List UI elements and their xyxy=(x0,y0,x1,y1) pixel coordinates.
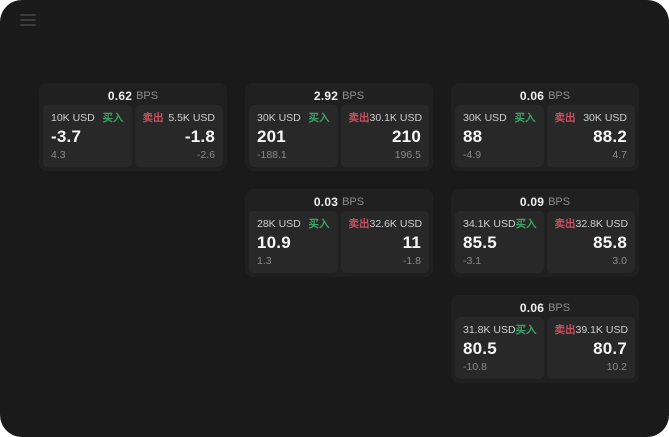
sell-change: 196.5 xyxy=(394,149,421,161)
sell-amount: 39.1K USD xyxy=(575,324,629,336)
buy-amount: 30K USD xyxy=(257,112,301,124)
sell-label: 卖出 xyxy=(348,112,370,124)
panels: 10K USD 买入 -3.7 4.3 卖出 5.5K USD -1.8 -2.… xyxy=(43,105,223,167)
menu-bar xyxy=(20,14,36,16)
bps-value: 0.03 xyxy=(313,194,339,209)
bps-value: 0.06 xyxy=(519,300,545,315)
buy-amount: 34.1K USD xyxy=(463,218,516,230)
card-header: 0.09 BPS xyxy=(455,192,635,211)
sell-panel[interactable]: 卖出 32.8K USD 85.8 3.0 xyxy=(546,211,635,273)
bps-unit-label: BPS xyxy=(342,195,365,208)
buy-panel[interactable]: 10K USD 买入 -3.7 4.3 xyxy=(43,105,132,167)
sell-panel[interactable]: 卖出 39.1K USD 80.7 10.2 xyxy=(546,317,635,379)
sell-panel[interactable]: 卖出 30.1K USD 210 196.5 xyxy=(340,105,429,167)
buy-change: 4.3 xyxy=(51,149,66,161)
buy-label: 买入 xyxy=(514,112,536,124)
buy-amount: 28K USD xyxy=(257,218,301,230)
card-header: 0.06 BPS xyxy=(455,86,635,105)
buy-change: -4.9 xyxy=(463,149,482,161)
sell-change: 3.0 xyxy=(612,255,627,267)
quote-card-grid: 0.62 BPS 10K USD 买入 -3.7 4.3 卖出 5.5K USD xyxy=(39,83,639,383)
bps-value: 0.62 xyxy=(107,88,133,103)
sell-panel[interactable]: 卖出 32.6K USD 11 -1.8 xyxy=(340,211,429,273)
sell-label: 卖出 xyxy=(142,112,164,124)
quote-card: 0.09 BPS 34.1K USD 买入 85.5 -3.1 卖出 32.8K… xyxy=(451,189,639,277)
quote-card: 0.06 BPS 31.8K USD 买入 80.5 -10.8 卖出 39.1… xyxy=(451,295,639,383)
buy-label: 买入 xyxy=(308,112,330,124)
sell-panel[interactable]: 卖出 30K USD 88.2 4.7 xyxy=(546,105,635,167)
sell-label: 卖出 xyxy=(554,324,576,336)
sell-change: -2.6 xyxy=(196,149,215,161)
buy-price: -3.7 xyxy=(51,127,82,146)
sell-price: 210 xyxy=(392,127,421,146)
buy-change: -3.1 xyxy=(463,255,482,267)
sell-label: 卖出 xyxy=(554,112,576,124)
sell-amount: 32.8K USD xyxy=(575,218,629,230)
sell-amount: 32.6K USD xyxy=(369,218,423,230)
sell-change: 10.2 xyxy=(606,361,627,373)
panels: 30K USD 买入 88 -4.9 卖出 30K USD 88.2 4.7 xyxy=(455,105,635,167)
bps-unit-label: BPS xyxy=(548,301,571,314)
bps-unit-label: BPS xyxy=(548,89,571,102)
card-header: 2.92 BPS xyxy=(249,86,429,105)
buy-panel[interactable]: 31.8K USD 买入 80.5 -10.8 xyxy=(455,317,544,379)
quote-card: 0.06 BPS 30K USD 买入 88 -4.9 卖出 30K USD xyxy=(451,83,639,171)
sell-amount: 30K USD xyxy=(583,112,627,124)
buy-label: 买入 xyxy=(308,218,330,230)
sell-price: 80.7 xyxy=(593,339,627,358)
buy-price: 10.9 xyxy=(257,233,291,252)
sell-change: 4.7 xyxy=(612,149,627,161)
buy-amount: 30K USD xyxy=(463,112,507,124)
sell-label: 卖出 xyxy=(348,218,370,230)
sell-price: 85.8 xyxy=(593,233,627,252)
bps-unit-label: BPS xyxy=(136,89,159,102)
buy-panel[interactable]: 30K USD 买入 201 -188.1 xyxy=(249,105,338,167)
buy-panel[interactable]: 28K USD 买入 10.9 1.3 xyxy=(249,211,338,273)
sell-price: 11 xyxy=(402,233,421,252)
sell-label: 卖出 xyxy=(554,218,576,230)
menu-bar xyxy=(20,24,36,26)
card-header: 0.03 BPS xyxy=(249,192,429,211)
buy-label: 买入 xyxy=(515,218,537,230)
sell-price: 88.2 xyxy=(593,127,627,146)
quote-card: 2.92 BPS 30K USD 买入 201 -188.1 卖出 30.1K … xyxy=(245,83,433,171)
bps-value: 2.92 xyxy=(313,88,339,103)
buy-change: 1.3 xyxy=(257,255,272,267)
card-header: 0.06 BPS xyxy=(455,298,635,317)
buy-change: -10.8 xyxy=(463,361,487,373)
panels: 34.1K USD 买入 85.5 -3.1 卖出 32.8K USD 85.8… xyxy=(455,211,635,273)
panels: 31.8K USD 买入 80.5 -10.8 卖出 39.1K USD 80.… xyxy=(455,317,635,379)
buy-change: -188.1 xyxy=(257,149,287,161)
sell-amount: 30.1K USD xyxy=(369,112,423,124)
buy-label: 买入 xyxy=(102,112,124,124)
bps-value: 0.09 xyxy=(519,194,545,209)
buy-label: 买入 xyxy=(515,324,537,336)
buy-panel[interactable]: 34.1K USD 买入 85.5 -3.1 xyxy=(455,211,544,273)
bps-unit-label: BPS xyxy=(342,89,365,102)
quote-card: 0.03 BPS 28K USD 买入 10.9 1.3 卖出 32.6K US… xyxy=(245,189,433,277)
buy-price: 88 xyxy=(463,127,483,146)
menu-bar xyxy=(20,19,36,21)
panels: 28K USD 买入 10.9 1.3 卖出 32.6K USD 11 -1.8 xyxy=(249,211,429,273)
bps-value: 0.06 xyxy=(519,88,545,103)
buy-price: 80.5 xyxy=(463,339,497,358)
hamburger-menu-icon[interactable] xyxy=(20,14,36,26)
bps-unit-label: BPS xyxy=(548,195,571,208)
sell-panel[interactable]: 卖出 5.5K USD -1.8 -2.6 xyxy=(134,105,223,167)
sell-change: -1.8 xyxy=(402,255,421,267)
panels: 30K USD 买入 201 -188.1 卖出 30.1K USD 210 1… xyxy=(249,105,429,167)
buy-price: 85.5 xyxy=(463,233,497,252)
buy-panel[interactable]: 30K USD 买入 88 -4.9 xyxy=(455,105,544,167)
sell-price: -1.8 xyxy=(184,127,215,146)
buy-price: 201 xyxy=(257,127,286,146)
buy-amount: 31.8K USD xyxy=(463,324,516,336)
card-header: 0.62 BPS xyxy=(43,86,223,105)
sell-amount: 5.5K USD xyxy=(168,112,215,124)
quote-card: 0.62 BPS 10K USD 买入 -3.7 4.3 卖出 5.5K USD xyxy=(39,83,227,171)
buy-amount: 10K USD xyxy=(51,112,95,124)
